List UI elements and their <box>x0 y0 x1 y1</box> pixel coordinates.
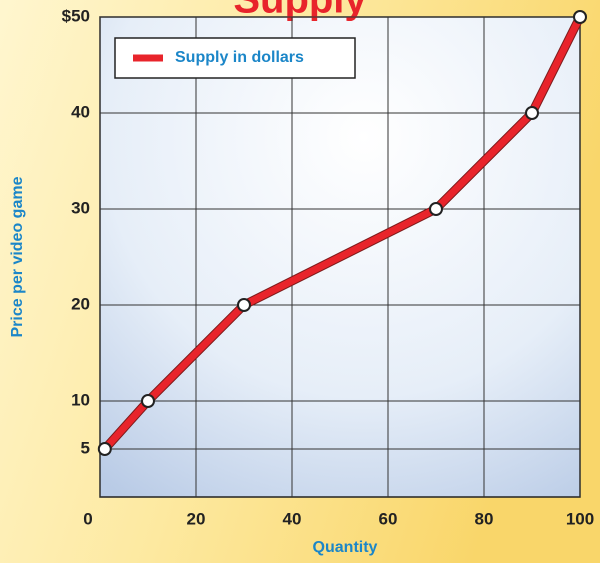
x-tick-label: 60 <box>379 509 398 528</box>
x-tick-label: 20 <box>187 509 206 528</box>
point <box>429 202 443 216</box>
chart-title: Supply <box>233 0 367 22</box>
y-tick-label: 30 <box>71 198 90 217</box>
point <box>237 298 251 312</box>
x-tick-label: 40 <box>283 509 302 528</box>
point <box>525 106 539 120</box>
y-tick-label: 5 <box>81 438 90 457</box>
y-tick-label: 10 <box>71 390 90 409</box>
y-tick-label: 20 <box>71 294 90 313</box>
x-axis-label: Quantity <box>313 539 378 556</box>
point <box>141 394 155 408</box>
x-tick-label: 100 <box>566 509 594 528</box>
y-axis-label: Price per video game <box>9 176 26 337</box>
y-tick-label: $50 <box>62 6 90 25</box>
legend: Supply in dollars <box>114 37 356 79</box>
x-tick-label: 0 <box>83 509 92 528</box>
grid <box>99 16 581 497</box>
point <box>97 442 112 456</box>
line <box>102 15 584 452</box>
legend-label: Supply in dollars <box>175 49 304 66</box>
point <box>573 10 587 24</box>
x-tick-label: 80 <box>475 509 494 528</box>
marks <box>97 10 587 456</box>
y-tick-label: 40 <box>71 102 90 121</box>
